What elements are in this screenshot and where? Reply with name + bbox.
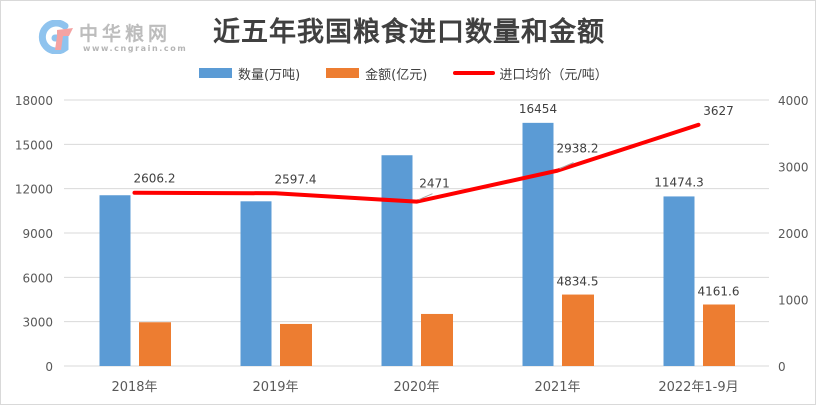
bar-amount[interactable] — [562, 294, 594, 366]
label-leader-line — [559, 162, 574, 170]
bar-amount[interactable] — [280, 323, 312, 366]
left-y-axis: 0 3000 6000 9000 12000 15000 18000 — [15, 94, 53, 374]
legend-label-amount: 金额(亿元) — [365, 67, 428, 83]
bar-quantity[interactable] — [663, 196, 695, 366]
logo-name: 中华粮网 — [79, 23, 172, 45]
right-axis-tick-label: 2000 — [778, 227, 809, 241]
bar-amount[interactable] — [703, 304, 735, 366]
data-label-avg-price: 2606.2 — [134, 172, 176, 186]
avg-price-line[interactable] — [132, 122, 701, 204]
bar-quantity[interactable] — [240, 201, 272, 366]
x-axis: 2018年 2019年 2020年 2021年 2022年1-9月 — [111, 380, 738, 395]
site-logo: 中华粮网 www.cngrain.com — [35, 19, 188, 55]
left-axis-tick-label: 15000 — [15, 138, 53, 152]
data-label-amount: 4161.6 — [698, 285, 740, 299]
data-label-quantity: 16454 — [519, 102, 557, 116]
legend-label-quantity: 数量(万吨) — [238, 67, 301, 83]
left-axis-tick-label: 9000 — [22, 227, 53, 241]
left-axis-tick-label: 3000 — [22, 316, 53, 330]
data-labels: 16454 4834.5 11474.3 4161.6 2606.2 2597.4 2471… — [134, 102, 740, 299]
logo-url: www.cngrain.com — [83, 44, 188, 53]
right-axis-tick-label: 3000 — [778, 161, 809, 175]
data-label-amount: 4834.5 — [557, 275, 599, 289]
right-axis-tick-label: 0 — [778, 360, 786, 374]
data-label-quantity: 11474.3 — [654, 175, 704, 189]
x-axis-category-label: 2019年 — [252, 380, 298, 395]
legend-label-avg-price: 进口均价（元/吨） — [499, 67, 608, 83]
left-axis-tick-label: 12000 — [15, 183, 53, 197]
bar-amount[interactable] — [139, 322, 171, 366]
bar-quantity[interactable] — [522, 122, 554, 367]
bar-quantity[interactable] — [99, 195, 131, 366]
legend-swatch-quantity — [199, 68, 232, 78]
left-axis-tick-label: 18000 — [15, 94, 53, 108]
gridlines — [64, 99, 769, 367]
data-label-avg-price: 2471 — [419, 177, 450, 191]
x-axis-category-label: 2018年 — [111, 380, 157, 395]
legend-item-quantity[interactable]: 数量(万吨) — [199, 64, 300, 83]
x-axis-category-label: 2020年 — [393, 380, 439, 395]
data-label-avg-price: 2597.4 — [275, 172, 317, 186]
x-axis-category-label: 2021年 — [534, 380, 580, 395]
left-axis-tick-label: 6000 — [22, 271, 53, 285]
line-series — [132, 122, 701, 204]
bar-series — [99, 122, 735, 367]
bar-amount[interactable] — [421, 313, 453, 366]
cngrain-logo-icon — [38, 20, 73, 54]
legend-swatch-avg-price — [453, 71, 496, 75]
data-label-avg-price: 2938.2 — [557, 142, 599, 156]
label-leader-line — [418, 193, 433, 201]
bar-quantity[interactable] — [381, 155, 413, 366]
left-axis-tick-label: 0 — [45, 360, 53, 374]
legend-item-amount[interactable]: 金额(亿元) — [326, 64, 427, 83]
x-axis-category-label: 2022年1-9月 — [658, 380, 738, 395]
chart-title: 近五年我国粮食进口数量和金额 — [213, 17, 605, 48]
legend: 数量(万吨) 金额(亿元) 进口均价（元/吨） — [199, 64, 634, 83]
legend-swatch-amount — [326, 68, 360, 78]
data-label-avg-price: 3627 — [703, 104, 734, 118]
legend-item-avg-price[interactable]: 进口均价（元/吨） — [453, 64, 608, 83]
right-y-axis: 0 1000 2000 3000 4000 — [778, 94, 809, 374]
right-axis-tick-label: 4000 — [778, 94, 809, 108]
right-axis-tick-label: 1000 — [778, 294, 809, 308]
